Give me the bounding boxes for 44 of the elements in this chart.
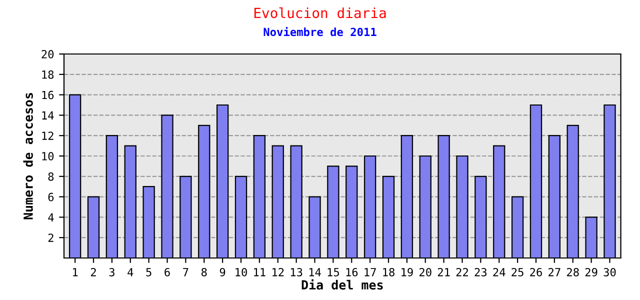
x-tick-label: 19 bbox=[402, 268, 413, 276]
x-tick-label: 27 bbox=[548, 268, 560, 276]
y-tick-label: 8 bbox=[48, 172, 54, 181]
x-tick-label: 18 bbox=[383, 268, 394, 276]
x-tick-label: 16 bbox=[346, 268, 358, 276]
x-tick-label: 6 bbox=[164, 268, 170, 276]
x-tick-label: 26 bbox=[530, 268, 542, 276]
x-tick-label: 29 bbox=[585, 268, 598, 276]
x-tick-label: 22 bbox=[456, 268, 468, 276]
x-tick-label: 10 bbox=[236, 268, 247, 276]
x-tick-label: 9 bbox=[220, 268, 226, 276]
x-tick-label: 17 bbox=[364, 268, 376, 276]
x-tick-label: 24 bbox=[493, 268, 506, 276]
x-axis-title: Dia del mes bbox=[302, 279, 383, 290]
x-tick-label: 7 bbox=[183, 268, 188, 276]
x-tick-label: 11 bbox=[254, 268, 266, 276]
y-tick-label: 4 bbox=[48, 213, 54, 222]
x-tick-label: 15 bbox=[328, 268, 339, 276]
x-tick-label: 20 bbox=[420, 268, 432, 276]
y-tick-label: 12 bbox=[42, 132, 54, 140]
y-tick-label: 6 bbox=[48, 192, 54, 202]
x-tick-label: 12 bbox=[272, 268, 284, 276]
y-tick-label: 20 bbox=[42, 50, 54, 58]
y-tick-label: 10 bbox=[42, 152, 54, 160]
x-tick-label: 5 bbox=[146, 268, 152, 276]
x-tick-label: 25 bbox=[512, 268, 524, 276]
y-tick-label: 2 bbox=[48, 234, 54, 242]
chart-title: Evolucion diaria bbox=[254, 7, 386, 18]
x-tick-label: 30 bbox=[604, 268, 616, 276]
y-tick-label: 16 bbox=[42, 90, 54, 100]
x-tick-label: 3 bbox=[109, 268, 114, 276]
x-tick-label: 8 bbox=[201, 268, 207, 276]
x-tick-label: 2 bbox=[90, 268, 96, 276]
x-tick-label: 13 bbox=[290, 268, 302, 276]
x-tick-label: 1 bbox=[73, 268, 78, 276]
x-tick-label: 14 bbox=[309, 268, 321, 276]
y-tick-label: 18 bbox=[42, 70, 54, 79]
x-tick-label: 23 bbox=[474, 268, 487, 276]
x-tick-label: 4 bbox=[128, 268, 134, 276]
chart-subtitle: Noviembre de 2011 bbox=[264, 26, 376, 36]
x-tick-label: 21 bbox=[438, 268, 450, 276]
y-tick-label: 14 bbox=[42, 111, 54, 120]
x-tick-label: 28 bbox=[567, 268, 579, 276]
y-axis-title: Numero de accesos bbox=[23, 93, 33, 220]
